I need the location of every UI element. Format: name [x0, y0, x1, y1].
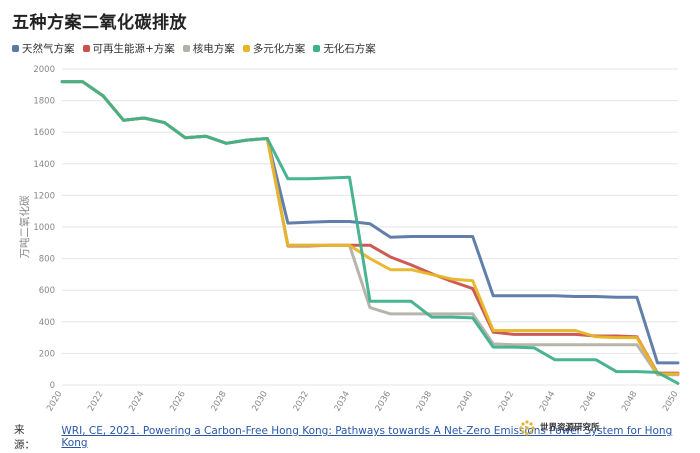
x-tick-label: 2044	[538, 390, 557, 414]
legend-label: 核电方案	[192, 43, 235, 55]
legend-swatch	[313, 45, 321, 52]
source-label: 来源：	[14, 424, 35, 451]
y-tick-label: 1600	[33, 128, 55, 138]
x-tick-label: 2040	[456, 390, 475, 414]
y-tick-label: 1400	[33, 160, 55, 170]
x-tick-label: 2050	[661, 390, 680, 414]
x-tick-label: 2048	[620, 390, 639, 414]
x-tick-label: 2034	[333, 390, 352, 414]
legend-label: 可再生能源+方案	[92, 43, 175, 55]
y-tick-label: 0	[50, 381, 55, 391]
chart-legend: 天然气方案 可再生能源+方案 核电方案 多元化方案 无化石方案	[12, 41, 376, 56]
x-tick-label: 2024	[127, 390, 146, 414]
source-link[interactable]: WRI, CE, 2021. Powering a Carbon-Free Ho…	[61, 425, 673, 449]
x-tick-label: 2036	[374, 390, 393, 414]
legend-swatch	[182, 45, 190, 52]
y-tick-label: 1200	[33, 191, 55, 201]
series-line-4	[60, 80, 680, 376]
legend-swatch	[242, 45, 250, 52]
x-tick-label: 2046	[579, 390, 598, 414]
wri-logo-icon	[519, 420, 535, 436]
x-tick-label: 2032	[292, 390, 311, 414]
legend-label: 天然气方案	[22, 43, 75, 55]
chart-title: 五种方案二氧化碳排放	[12, 13, 187, 33]
x-tick-label: 2022	[86, 390, 105, 414]
y-tick-label: 2000	[33, 65, 55, 75]
legend-item[interactable]: 天然气方案	[12, 41, 75, 56]
series-line-1	[60, 80, 680, 365]
x-tick-label: 2020	[45, 390, 64, 414]
legend-label: 多元化方案	[252, 43, 306, 55]
legend-label: 无化石方案	[323, 43, 376, 55]
legend-item[interactable]: 可再生能源+方案	[82, 41, 175, 56]
y-tick-label: 400	[39, 318, 55, 328]
y-tick-label: 200	[39, 349, 55, 359]
y-tick-label: 1800	[33, 97, 55, 107]
series-line-3	[60, 80, 680, 377]
legend-item[interactable]: 核电方案	[182, 41, 235, 56]
legend-item[interactable]: 无化石方案	[313, 41, 376, 56]
y-tick-label: 800	[39, 255, 55, 265]
x-tick-label: 2026	[168, 390, 187, 414]
x-tick-label: 2030	[250, 390, 269, 414]
y-axis-label: 万吨二氧化碳	[18, 195, 31, 258]
legend-swatch	[82, 45, 90, 52]
logo-text: 世界资源研究所	[540, 422, 600, 433]
y-tick-label: 600	[39, 286, 55, 296]
legend-item[interactable]: 多元化方案	[242, 41, 306, 56]
x-tick-label: 2028	[209, 390, 228, 414]
legend-swatch	[12, 45, 19, 52]
x-tick-label: 2038	[415, 390, 434, 414]
x-tick-label: 2042	[497, 390, 516, 414]
series-line-5	[60, 80, 680, 385]
y-tick-label: 1000	[33, 223, 55, 233]
wri-logo: 世界资源研究所	[518, 419, 600, 437]
